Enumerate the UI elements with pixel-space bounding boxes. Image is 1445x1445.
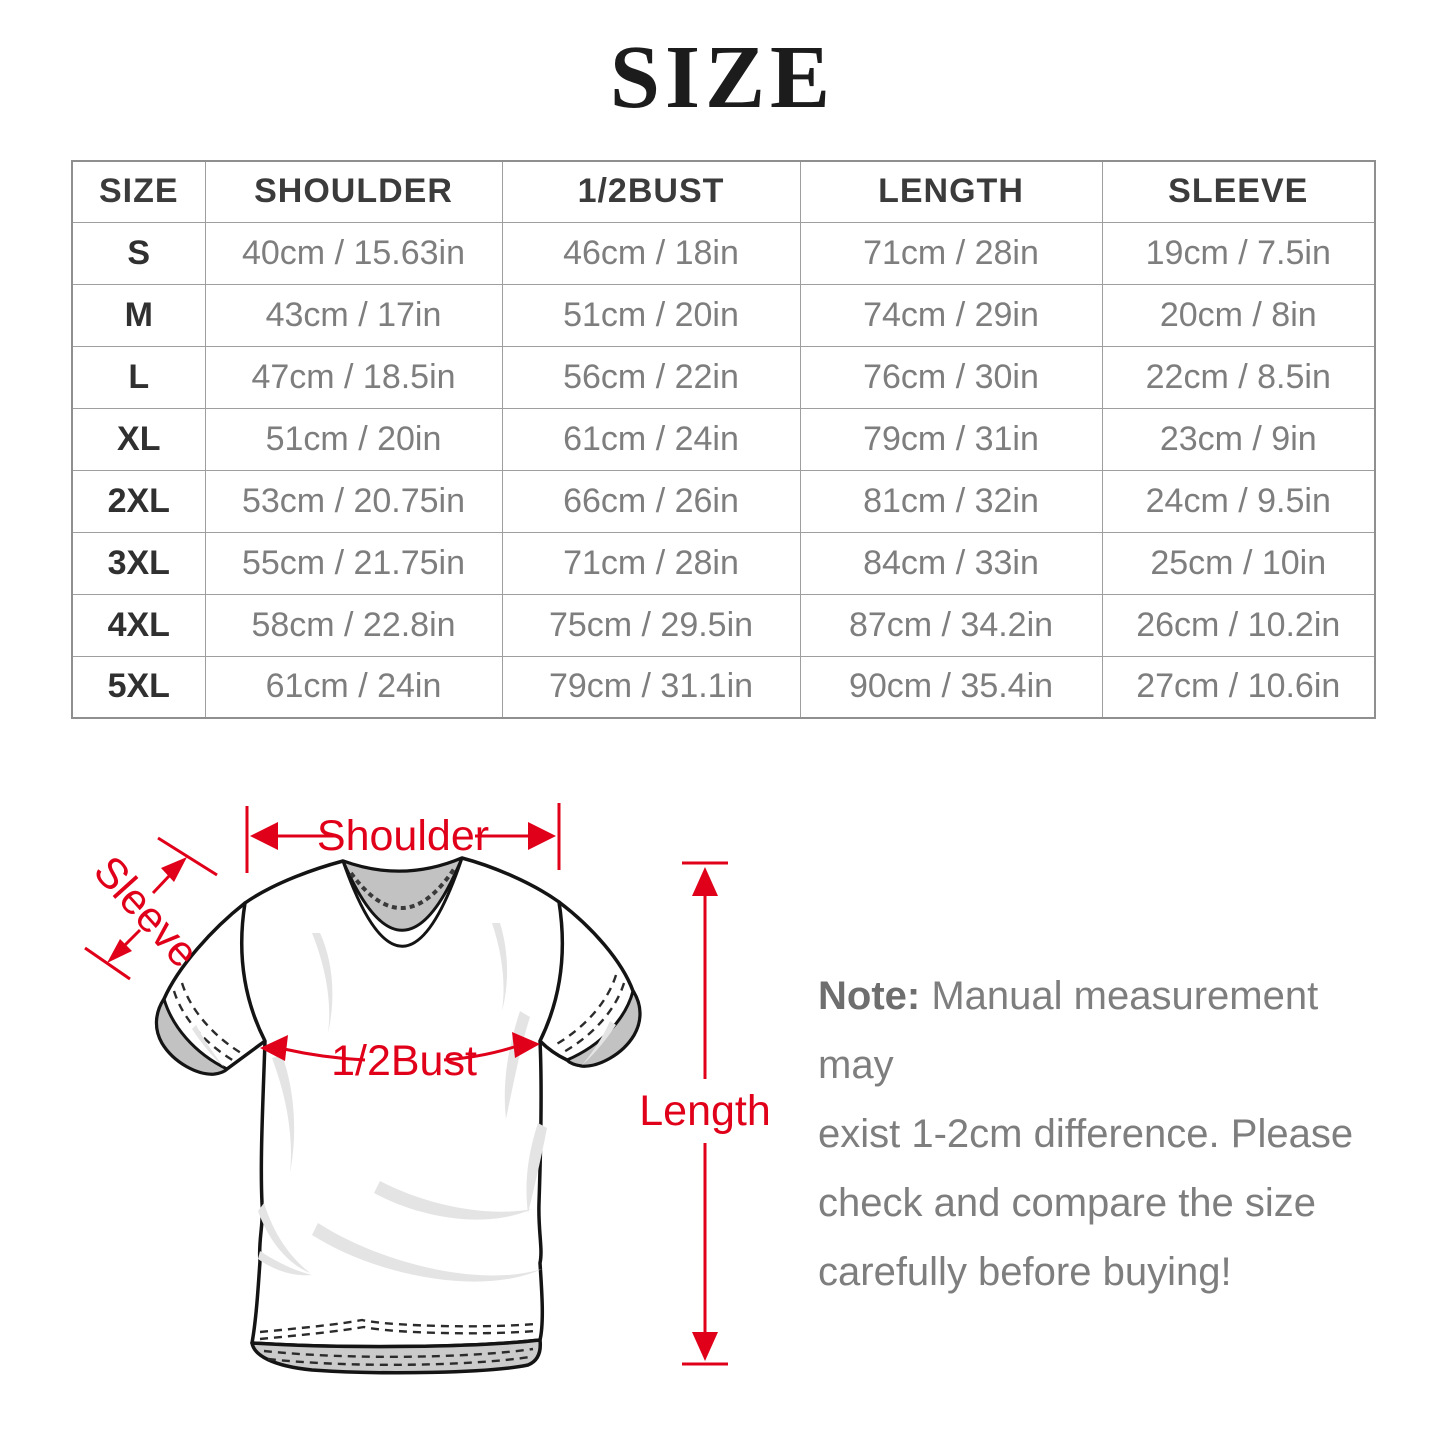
bust-measure-arrow: 1/2Bust [260,1032,540,1085]
cell-shoulder: 53cm / 20.75in [204,469,503,533]
hem-stitch-upper [259,1318,537,1334]
cell-bust: 61cm / 24in [501,407,801,471]
shoulder-label: Shoulder [317,812,489,860]
cell-size: 5XL [71,655,206,719]
cell-size: XL [71,407,206,471]
cell-length: 84cm / 33in [799,531,1103,595]
cell-length: 74cm / 29in [799,283,1103,347]
table-row: M 43cm / 17in 51cm / 20in 74cm / 29in 20… [71,283,1376,347]
tshirt-right-sleeve-stitch [561,982,626,1055]
column-header-bust: 1/2BUST [501,160,801,223]
cell-sleeve: 19cm / 7.5in [1101,221,1376,285]
cell-shoulder: 55cm / 21.75in [204,531,503,595]
column-header-sleeve: SLEEVE [1101,160,1376,223]
cell-sleeve: 24cm / 9.5in [1101,469,1376,533]
cell-shoulder: 51cm / 20in [204,407,503,471]
hem-stitch-band [263,1347,534,1359]
cell-length: 71cm / 28in [799,221,1103,285]
shoulder-measure-arrow: Shoulder [245,803,561,873]
size-table: SIZE SHOULDER 1/2BUST LENGTH SLEEVE S 40… [71,160,1376,719]
bust-label: 1/2Bust [331,1037,477,1085]
table-row: S 40cm / 15.63in 46cm / 18in 71cm / 28in… [71,221,1376,285]
table-row: 4XL 58cm / 22.8in 75cm / 29.5in 87cm / 3… [71,593,1376,657]
tshirt-left-sleeve-stitch [180,982,242,1055]
cell-shoulder: 47cm / 18.5in [204,345,503,409]
cell-bust: 79cm / 31.1in [501,655,801,719]
sleeve-label: Sleeve [84,847,208,977]
page-title: SIZE [609,28,836,127]
cell-size: S [71,221,206,285]
note-text: Note: Manual measurement may exist 1-2cm… [818,962,1378,1307]
cell-shoulder: 61cm / 24in [204,655,503,719]
table-header-row: SIZE SHOULDER 1/2BUST LENGTH SLEEVE [71,160,1376,223]
cell-length: 79cm / 31in [799,407,1103,471]
note-line: Note: Manual measurement may [818,962,1378,1100]
length-label: Length [639,1087,770,1135]
cell-sleeve: 26cm / 10.2in [1101,593,1376,657]
cell-length: 81cm / 32in [799,469,1103,533]
cell-sleeve: 27cm / 10.6in [1101,655,1376,719]
table-row: 3XL 55cm / 21.75in 71cm / 28in 84cm / 33… [71,531,1376,595]
tshirt-left-sleeve-inside [155,997,229,1076]
column-header-length: LENGTH [799,160,1103,223]
table-row: L 47cm / 18.5in 56cm / 22in 76cm / 30in … [71,345,1376,409]
hem-stitch-upper [259,1325,537,1341]
note-line-text: Manual measurement may [818,974,1319,1087]
column-header-size: SIZE [71,160,206,223]
note-line: carefully before buying! [818,1250,1232,1294]
table-row: 2XL 53cm / 20.75in 66cm / 26in 81cm / 32… [71,469,1376,533]
cell-bust: 75cm / 29.5in [501,593,801,657]
cell-length: 87cm / 34.2in [799,593,1103,657]
cell-size: M [71,283,206,347]
table-row: XL 51cm / 20in 61cm / 24in 79cm / 31in 2… [71,407,1376,471]
column-header-shoulder: SHOULDER [204,160,503,223]
length-measure-arrow: Length [639,861,770,1366]
cell-size: 3XL [71,531,206,595]
cell-sleeve: 20cm / 8in [1101,283,1376,347]
note-label: Note: [818,974,921,1018]
tshirt-measurement-diagram: Shoulder Sleeve 1/2Bust Lengt [84,803,770,1375]
cell-bust: 46cm / 18in [501,221,801,285]
note-line: exist 1-2cm difference. Please [818,1112,1354,1156]
collar-stitch-trim [349,867,456,910]
tshirt-collar [341,856,464,948]
tshirt-illustration [154,856,642,1375]
cell-bust: 56cm / 22in [501,345,801,409]
tshirt-hem [250,1318,543,1375]
cell-bust: 51cm / 20in [501,283,801,347]
cell-shoulder: 43cm / 17in [204,283,503,347]
cell-sleeve: 22cm / 8.5in [1101,345,1376,409]
cell-size: 4XL [71,593,206,657]
cell-length: 76cm / 30in [799,345,1103,409]
cell-bust: 71cm / 28in [501,531,801,595]
tshirt-right-sleeve-stitch [554,974,618,1047]
cell-shoulder: 58cm / 22.8in [204,593,503,657]
cell-size: 2XL [71,469,206,533]
cell-shoulder: 40cm / 15.63in [204,221,503,285]
cell-bust: 66cm / 26in [501,469,801,533]
table-row: 5XL 61cm / 24in 79cm / 31.1in 90cm / 35.… [71,655,1376,719]
note-line: check and compare the size [818,1181,1317,1225]
cell-length: 90cm / 35.4in [799,655,1103,719]
cell-sleeve: 23cm / 9in [1101,407,1376,471]
hem-stitch-band [267,1355,531,1367]
collar-band-edge [341,857,464,948]
cell-sleeve: 25cm / 10in [1101,531,1376,595]
cell-size: L [71,345,206,409]
